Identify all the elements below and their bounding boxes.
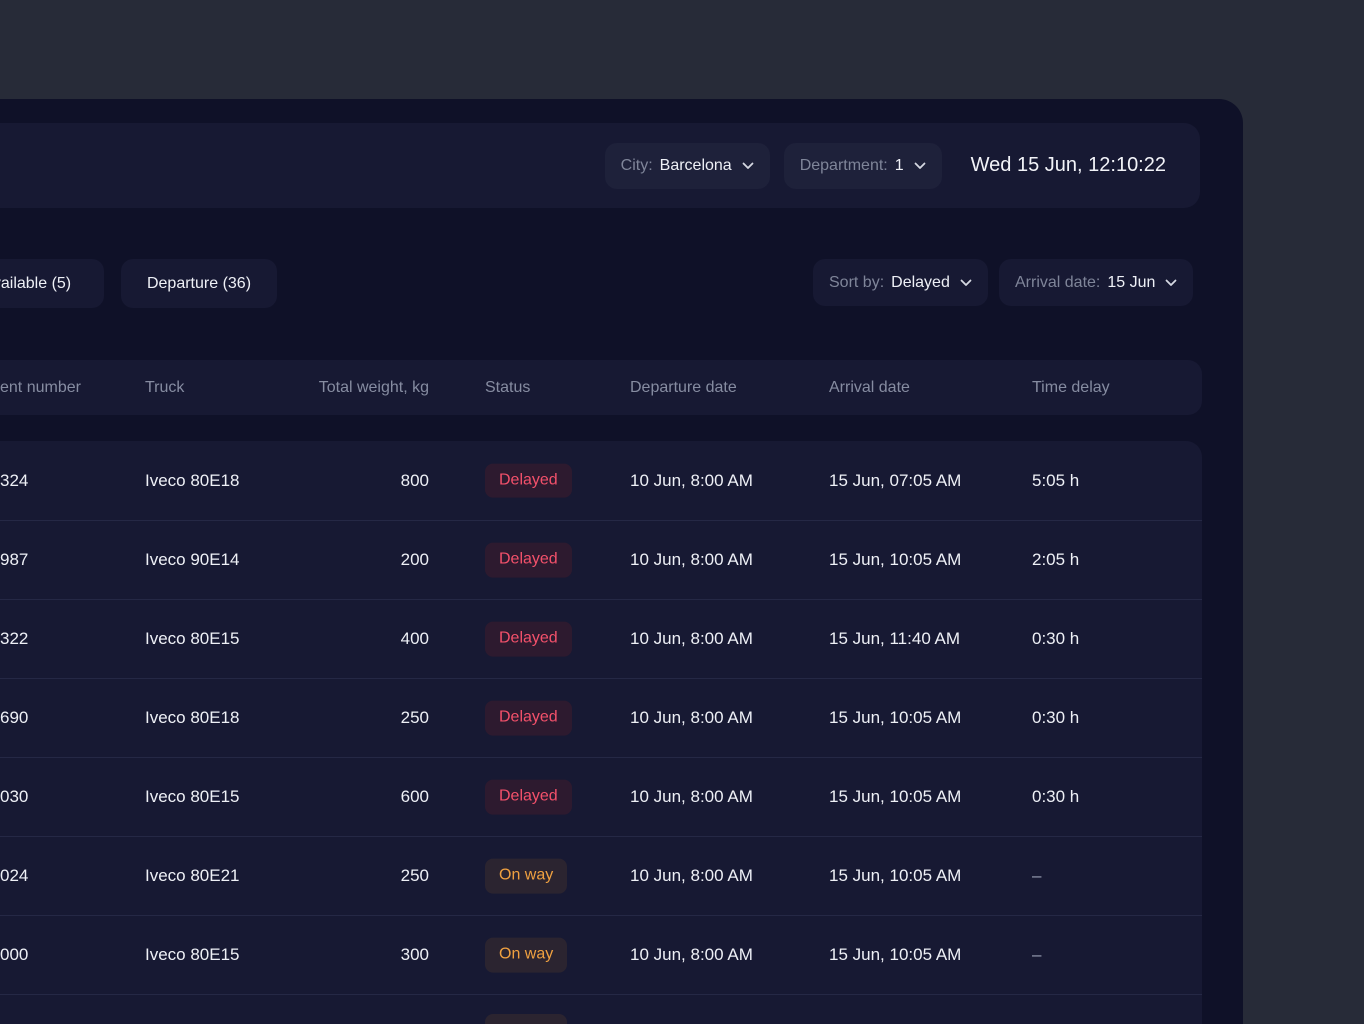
arrival-date: 15 Jun, 10:05 AM: [829, 550, 962, 569]
total-weight: 800: [400, 470, 429, 490]
arrival-date-dropdown[interactable]: Arrival date: 15 Jun: [999, 259, 1194, 306]
total-weight: 200: [400, 550, 429, 569]
departure-date: 10 Jun, 8:00 AM: [630, 708, 753, 727]
tab-departure[interactable]: Departure (36): [121, 259, 277, 308]
city-filter-dropdown[interactable]: City: Barcelona: [604, 142, 770, 189]
table-row[interactable]: 030 Iveco 80E15 600 Delayed 10 Jun, 8:00…: [0, 757, 1202, 836]
truck-name: Iveco 80E21: [145, 866, 240, 885]
arrival-date: 15 Jun, 10:05 AM: [829, 945, 962, 964]
main-panel: City: Barcelona Department: 1 Wed 15 Jun…: [0, 99, 1243, 1024]
department-filter-value: 1: [894, 156, 904, 174]
time-delay: –: [1032, 945, 1042, 964]
department-filter-label: Department:: [799, 156, 888, 174]
status-badge: On way: [485, 858, 568, 894]
status-badge: Delayed: [485, 779, 572, 815]
time-delay: 0:30 h: [1032, 629, 1080, 648]
column-header-departure-date: Departure date: [630, 378, 737, 396]
chevron-down-icon: [914, 157, 926, 175]
time-delay: 0:30 h: [1032, 787, 1080, 806]
department-filter-dropdown[interactable]: Department: 1: [783, 142, 942, 189]
city-filter-label: City:: [620, 156, 653, 174]
status-cell: Delayed: [485, 621, 572, 657]
status-cell: Delayed: [485, 463, 572, 498]
status-badge: On way: [485, 937, 568, 973]
table-row[interactable]: [0, 994, 1202, 1024]
sort-by-value: Delayed: [891, 273, 950, 291]
truck-name: Iveco 80E15: [145, 629, 240, 648]
truck-name: Iveco 80E18: [145, 708, 240, 727]
time-delay: 5:05 h: [1032, 470, 1080, 490]
table-row[interactable]: 000 Iveco 80E15 300 On way 10 Jun, 8:00 …: [0, 915, 1202, 994]
truck-name: Iveco 80E15: [145, 787, 240, 806]
table-row[interactable]: 024 Iveco 80E21 250 On way 10 Jun, 8:00 …: [0, 836, 1202, 915]
tab-available[interactable]: vailable (5): [0, 259, 104, 308]
arrival-date: 15 Jun, 10:05 AM: [829, 866, 962, 885]
table-row[interactable]: 690 Iveco 80E18 250 Delayed 10 Jun, 8:00…: [0, 678, 1202, 757]
chevron-down-icon: [960, 274, 972, 292]
shipment-number: 024: [0, 866, 29, 885]
status-badge: [485, 1014, 567, 1024]
status-cell: Delayed: [485, 542, 572, 578]
column-header-time-delay: Time delay: [1032, 378, 1110, 396]
column-header-truck: Truck: [145, 378, 185, 396]
column-header-shipment-number: ent number: [0, 378, 81, 396]
column-header-status: Status: [485, 378, 531, 396]
arrival-date: 15 Jun, 11:40 AM: [829, 629, 961, 648]
status-cell: Delayed: [485, 700, 572, 736]
status-cell: On way: [485, 937, 568, 973]
table-row[interactable]: 322 Iveco 80E15 400 Delayed 10 Jun, 8:00…: [0, 599, 1202, 678]
table-row[interactable]: 987 Iveco 90E14 200 Delayed 10 Jun, 8:00…: [0, 520, 1202, 599]
time-delay: 0:30 h: [1032, 708, 1080, 727]
shipment-number: 987: [0, 550, 29, 569]
filters-bar: City: Barcelona Department: 1 Wed 15 Jun…: [0, 123, 1200, 208]
arrival-date-label: Arrival date:: [1015, 273, 1101, 291]
shipment-number: 000: [0, 945, 29, 964]
time-delay: 2:05 h: [1032, 550, 1080, 569]
table-body: 324 Iveco 80E18 800 Delayed 10 Jun, 8:00…: [0, 441, 1202, 1024]
shipment-number: 690: [0, 708, 29, 727]
status-cell: On way: [485, 858, 568, 894]
departure-date: 10 Jun, 8:00 AM: [630, 866, 753, 885]
truck-name: Iveco 90E14: [145, 550, 240, 569]
city-filter-value: Barcelona: [659, 156, 732, 174]
column-header-arrival-date: Arrival date: [829, 378, 910, 396]
table-row[interactable]: 324 Iveco 80E18 800 Delayed 10 Jun, 8:00…: [0, 441, 1202, 520]
sort-by-dropdown[interactable]: Sort by: Delayed: [813, 259, 988, 306]
total-weight: 250: [400, 866, 429, 885]
table-header: ent number Truck Total weight, kg Status…: [0, 360, 1202, 415]
status-badge: Delayed: [485, 700, 572, 736]
chevron-down-icon: [742, 157, 754, 175]
status-cell: Delayed: [485, 779, 572, 815]
status-cell: [485, 1014, 567, 1024]
shipment-number: 030: [0, 787, 29, 806]
truck-name: Iveco 80E18: [145, 470, 240, 490]
time-delay: –: [1032, 866, 1042, 885]
sort-by-label: Sort by:: [829, 273, 885, 291]
current-datetime: Wed 15 Jun, 12:10:22: [970, 154, 1166, 176]
departure-date: 10 Jun, 8:00 AM: [630, 787, 753, 806]
arrival-date: 15 Jun, 10:05 AM: [829, 708, 962, 727]
total-weight: 400: [400, 629, 429, 648]
arrival-date: 15 Jun, 10:05 AM: [829, 787, 962, 806]
total-weight: 300: [400, 945, 429, 964]
departure-date: 10 Jun, 8:00 AM: [630, 550, 753, 569]
status-badge: Delayed: [485, 621, 572, 657]
departure-date: 10 Jun, 8:00 AM: [630, 470, 753, 490]
truck-name: Iveco 80E15: [145, 945, 240, 964]
arrival-date: 15 Jun, 07:05 AM: [829, 470, 962, 490]
shipment-number: 324: [0, 470, 29, 490]
departure-date: 10 Jun, 8:00 AM: [630, 945, 753, 964]
total-weight: 600: [400, 787, 429, 806]
status-badge: Delayed: [485, 463, 572, 498]
departure-date: 10 Jun, 8:00 AM: [630, 629, 753, 648]
status-badge: Delayed: [485, 542, 572, 578]
column-header-total-weight: Total weight, kg: [318, 378, 429, 396]
total-weight: 250: [400, 708, 429, 727]
arrival-date-value: 15 Jun: [1107, 273, 1156, 291]
chevron-down-icon: [1165, 274, 1177, 292]
shipment-number: 322: [0, 629, 29, 648]
